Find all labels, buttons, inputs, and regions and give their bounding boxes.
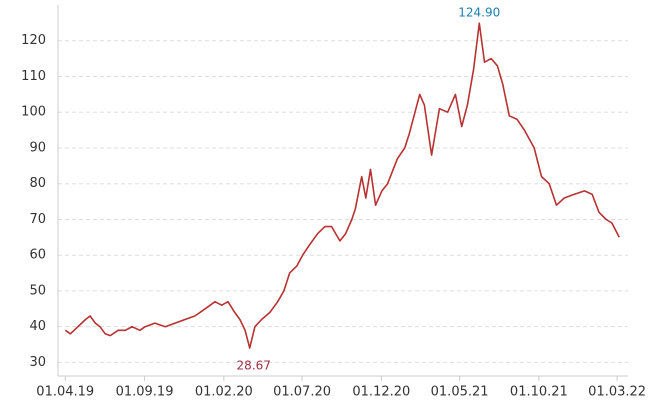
y-tick-label: 110 bbox=[21, 69, 46, 84]
min-annotation: 28.67 bbox=[237, 359, 271, 373]
price-line bbox=[64, 22, 620, 349]
y-tick-label: 30 bbox=[29, 355, 46, 370]
x-tick-label: 01.07.20 bbox=[273, 385, 331, 400]
x-tick-label: 01.04.19 bbox=[36, 385, 94, 400]
x-tick-label: 01.12.20 bbox=[352, 385, 410, 400]
max-annotation: 124.90 bbox=[458, 6, 500, 20]
y-tick-label: 120 bbox=[21, 33, 46, 48]
y-tick-label: 40 bbox=[29, 319, 46, 334]
y-tick-label: 50 bbox=[29, 283, 46, 298]
x-tick-label: 01.02.20 bbox=[195, 385, 253, 400]
y-tick-label: 100 bbox=[21, 105, 46, 120]
y-tick-label: 60 bbox=[29, 248, 46, 263]
y-tick-label: 90 bbox=[29, 140, 46, 155]
x-tick-label: 01.10.21 bbox=[510, 385, 568, 400]
x-tick-label: 01.03.22 bbox=[588, 385, 646, 400]
y-tick-label: 80 bbox=[29, 176, 46, 191]
x-tick-label: 01.09.19 bbox=[116, 385, 174, 400]
y-tick-label: 70 bbox=[29, 212, 46, 227]
x-tick-label: 01.05.21 bbox=[431, 385, 489, 400]
